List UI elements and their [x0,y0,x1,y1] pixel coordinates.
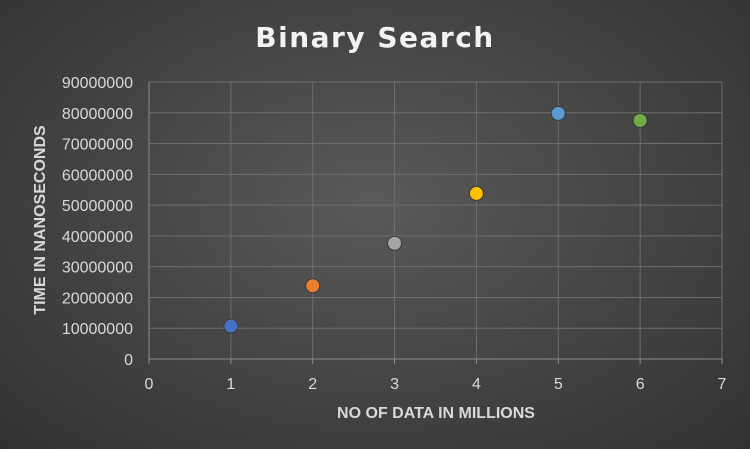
data-point [305,278,321,294]
x-tick-label: 2 [308,376,317,393]
gridlines [149,81,723,359]
x-tick-label: 6 [636,376,645,393]
y-tick-label: 10000000 [62,321,133,338]
data-point [632,112,648,128]
y-tick-label: 60000000 [62,167,133,184]
x-axis-title: NO OF DATA IN MILLIONS [337,405,535,422]
x-tick-label: 0 [145,376,154,393]
x-tick-label: 3 [390,376,399,393]
chart-title: Binary Search [255,21,494,54]
y-axis-title: TIME IN NANOSECONDS [32,125,49,315]
y-tick-label: 0 [124,352,133,369]
axes [148,82,723,364]
data-point [550,105,566,121]
y-tick-label: 30000000 [62,260,133,277]
data-point [468,185,484,201]
x-tick-label: 5 [554,376,563,393]
x-tick-label: 4 [472,376,481,393]
y-tick-label: 70000000 [62,137,133,154]
data-points [223,105,648,334]
y-tick-label: 90000000 [62,75,133,92]
x-tick-label: 1 [226,376,235,393]
x-tick-label: 7 [718,376,727,393]
y-tick-label: 40000000 [62,229,133,246]
data-point [387,235,403,251]
y-tick-label: 20000000 [62,290,133,307]
data-point [223,318,239,334]
y-tick-label: 80000000 [62,106,133,123]
tick-labels: 0 10000000 20000000 30000000 40000000 5000000… [62,75,727,393]
y-tick-label: 50000000 [62,198,133,215]
